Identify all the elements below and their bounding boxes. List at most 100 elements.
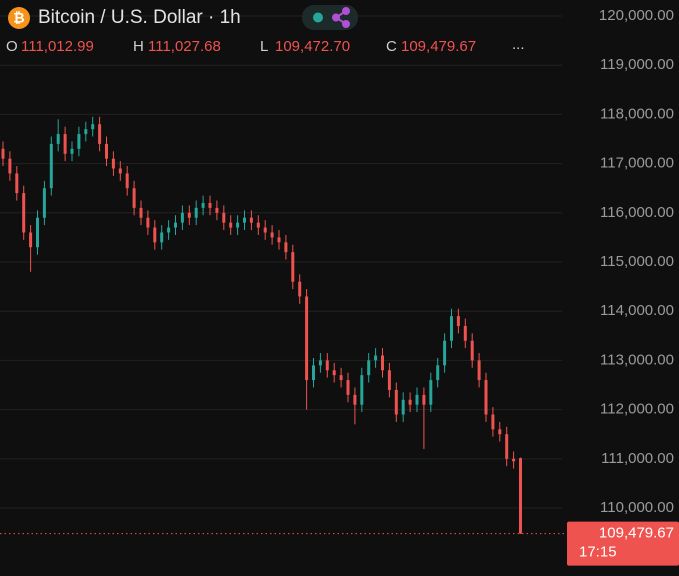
candle-body — [353, 394, 357, 405]
candle-body — [367, 360, 371, 376]
ohlc-value: 111,027.68 — [148, 38, 221, 55]
candle-body — [77, 134, 81, 149]
ohlc-value: 109,472.70 — [275, 38, 350, 55]
candle-body — [443, 340, 447, 366]
y-tick-label: 111,000.00 — [601, 450, 674, 467]
y-tick-label: 119,000.00 — [600, 56, 674, 73]
y-tick-label: 117,000.00 — [600, 155, 674, 172]
y-tick-label: 115,000.00 — [600, 253, 674, 270]
candle-body — [243, 217, 246, 223]
overlay: 109,479.67 17:15 — [0, 521, 679, 566]
chart-title: Bitcoin / U.S. Dollar · 1h — [38, 7, 241, 28]
candle-body — [187, 212, 191, 218]
y-tick-label: 118,000.00 — [600, 105, 674, 122]
candle-body — [249, 217, 253, 223]
candle-body — [456, 316, 460, 326]
ohlc-key: H — [133, 38, 144, 55]
share-icon — [332, 7, 350, 28]
candle-body — [132, 188, 136, 208]
candles — [1, 116, 522, 534]
candle-body — [91, 124, 95, 130]
status-pill[interactable] — [302, 5, 358, 30]
candle-body — [381, 355, 384, 371]
candle-body — [484, 380, 488, 415]
candle-body — [512, 458, 516, 462]
last-price-box — [567, 521, 679, 566]
ohlc-key: C — [386, 38, 397, 55]
y-tick-label: 112,000.00 — [600, 401, 674, 418]
last-time-label: 17:15 — [579, 544, 617, 561]
candle-body — [194, 207, 198, 218]
candle-body — [277, 237, 281, 243]
candle-body — [222, 212, 226, 223]
candle-body — [201, 202, 205, 208]
candle-body — [215, 207, 219, 213]
candle-body — [470, 340, 474, 361]
candle-body — [422, 394, 426, 405]
candle-body — [167, 227, 171, 233]
more-button[interactable]: ... — [512, 36, 525, 53]
candle-body — [491, 414, 495, 430]
candle-body — [8, 158, 12, 174]
candle-body — [374, 355, 378, 361]
y-tick-label: 113,000.00 — [600, 351, 674, 368]
candle-body — [498, 429, 502, 435]
candle-body — [256, 222, 260, 228]
candle-body — [22, 193, 26, 233]
candle-body — [318, 360, 322, 366]
ohlc-key: O — [6, 38, 18, 55]
candle-body — [415, 394, 419, 405]
candle-body — [29, 232, 33, 248]
candle-body — [394, 389, 398, 415]
candle-body — [298, 281, 302, 297]
y-tick-label: 116,000.00 — [600, 204, 674, 221]
candle-body — [15, 173, 19, 194]
candle-body — [49, 143, 53, 189]
candle-body — [401, 399, 405, 415]
candle-body — [174, 222, 177, 228]
candle-body — [98, 124, 102, 144]
candle-body — [111, 158, 115, 169]
grid — [0, 15, 562, 509]
candle-body — [84, 129, 88, 135]
candle-body — [208, 202, 212, 208]
candle-body — [56, 134, 60, 144]
y-tick-label: 114,000.00 — [600, 302, 674, 319]
candle-body — [312, 365, 315, 381]
candle-body — [360, 375, 364, 405]
candle-body — [139, 207, 143, 218]
candle-body — [291, 252, 295, 282]
candle-body — [180, 212, 184, 223]
bitcoin-icon-glyph: ₿ — [13, 10, 24, 26]
candle-body — [146, 217, 150, 228]
bitcoin-icon — [8, 7, 30, 29]
status-dot — [313, 12, 323, 23]
candle-body — [463, 325, 467, 341]
ohlc-value: 109,479.67 — [401, 38, 476, 55]
candle-body — [36, 217, 39, 248]
candle-body — [387, 370, 391, 390]
candle-body — [408, 399, 412, 405]
candle-body — [332, 370, 336, 376]
candle-body — [339, 375, 343, 381]
candle-body — [436, 365, 440, 381]
candle-body — [236, 222, 240, 228]
candle-body — [284, 242, 288, 253]
y-tick-label: 110,000.00 — [600, 499, 674, 516]
candle-body — [125, 173, 129, 189]
candle-body — [105, 143, 108, 159]
candle-body — [1, 148, 5, 159]
ohlc-key: L — [260, 38, 268, 55]
candle-body — [70, 148, 74, 154]
candle-body — [63, 134, 67, 154]
candle-body — [118, 168, 122, 174]
ohlc-value: 111,012.99 — [21, 38, 94, 55]
candle-body — [153, 227, 157, 243]
candle-body — [429, 380, 433, 405]
candle-body — [450, 316, 453, 341]
candle-body — [270, 232, 274, 238]
candle-body — [42, 188, 46, 218]
candle-body — [519, 458, 522, 534]
y-tick-label: 120,000.00 — [599, 7, 674, 24]
